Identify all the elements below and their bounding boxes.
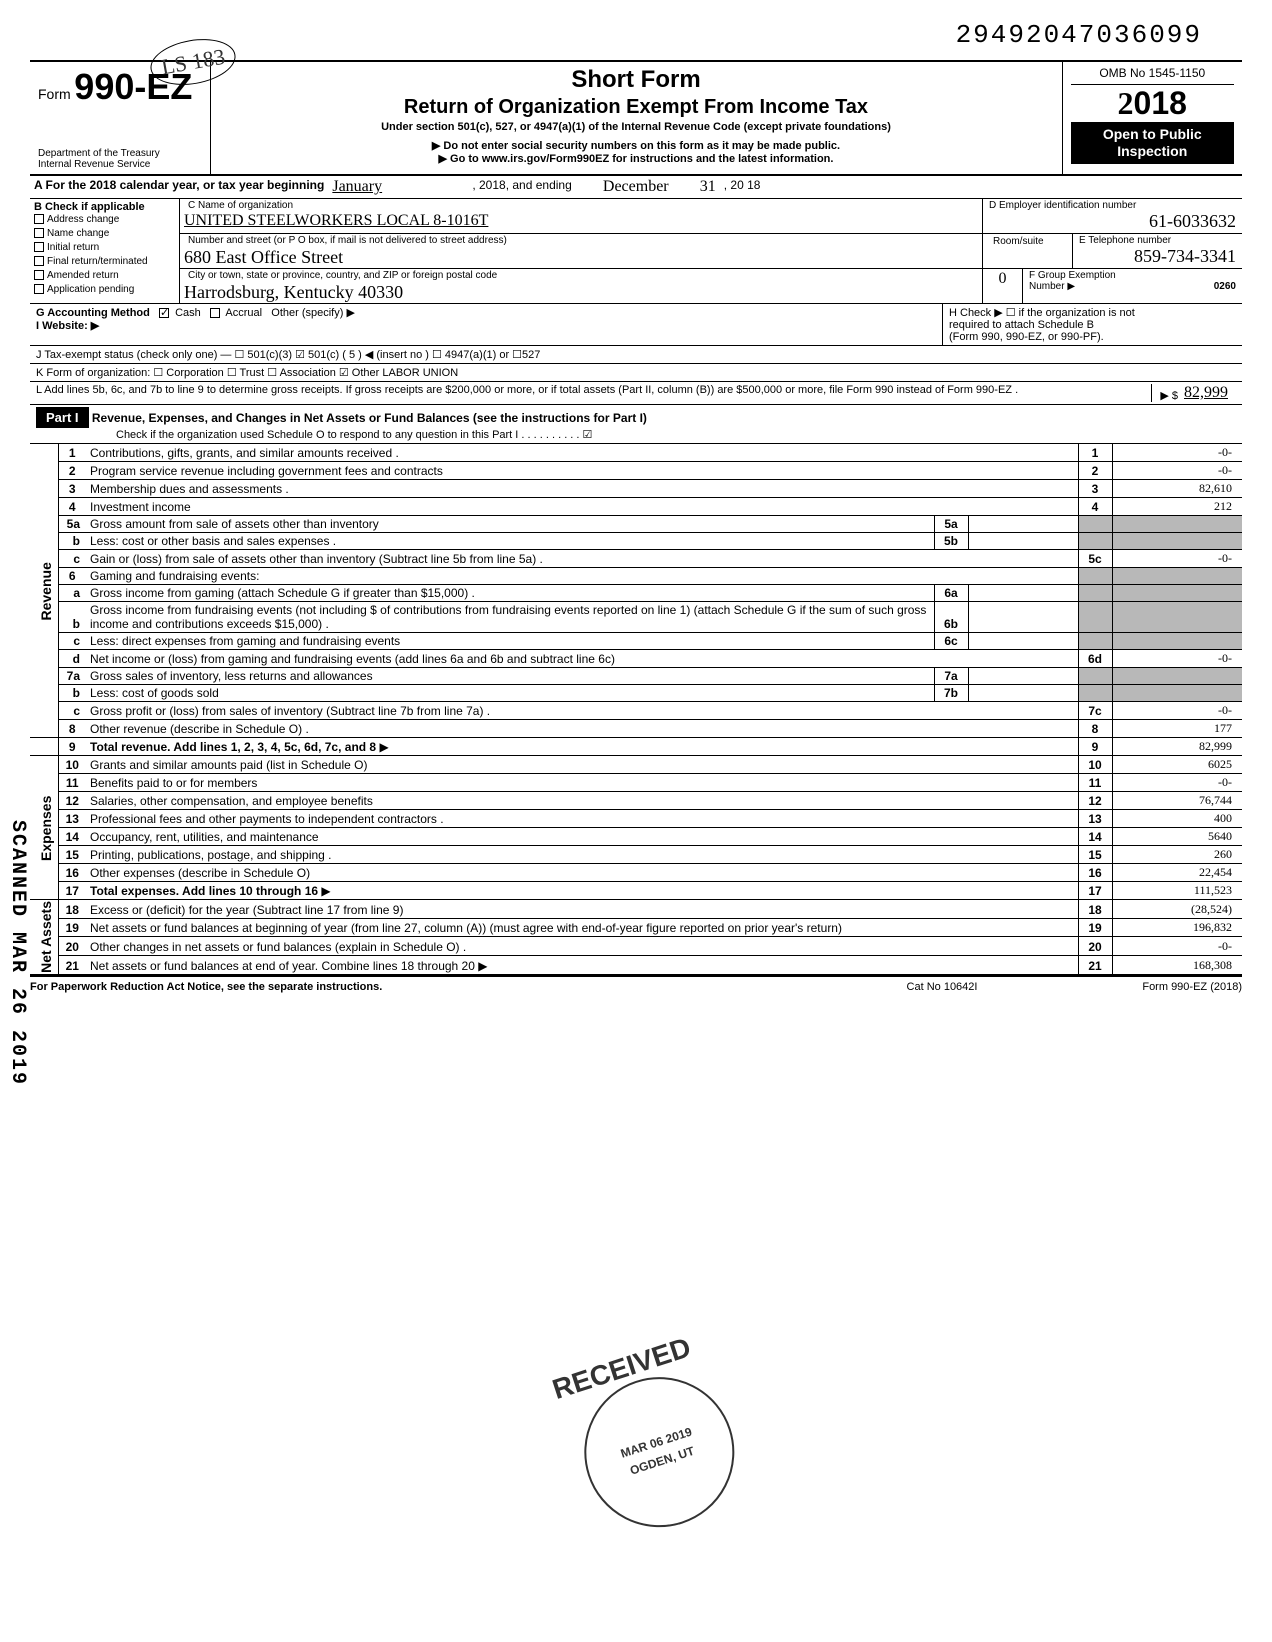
line-20-val[interactable]: -0- bbox=[1112, 937, 1242, 956]
website-label: I Website: ▶ bbox=[36, 320, 99, 332]
row-k-form-org: K Form of organization: ☐ Corporation ☐ … bbox=[30, 364, 1242, 382]
line-8-val[interactable]: 177 bbox=[1112, 720, 1242, 738]
chk-final-return[interactable]: Final return/terminated bbox=[34, 255, 175, 269]
amended-scribble: 0 bbox=[999, 270, 1007, 287]
h-line3: (Form 990, 990-EZ, or 990-PF). bbox=[949, 331, 1236, 343]
open-to-public: Open to PublicInspection bbox=[1071, 122, 1235, 164]
ein-field[interactable]: 61-6033632 bbox=[989, 211, 1236, 232]
tax-year: 2018 bbox=[1071, 85, 1235, 122]
part-i-header: Part I Revenue, Expenses, and Changes in… bbox=[30, 405, 1242, 444]
line-14-val[interactable]: 5640 bbox=[1112, 828, 1242, 846]
received-stamp: RECEIVED MAR 06 2019 OGDEN, UT bbox=[536, 1328, 754, 1552]
group-exemption-field[interactable]: 0260 bbox=[1214, 281, 1236, 292]
dept-treasury: Department of the Treasury Internal Reve… bbox=[38, 148, 202, 170]
chk-accrual[interactable] bbox=[210, 308, 220, 318]
line-12-val[interactable]: 76,744 bbox=[1112, 792, 1242, 810]
street-field[interactable]: 680 East Office Street bbox=[184, 247, 978, 268]
city-label: City or town, state or province, country… bbox=[184, 269, 978, 282]
line-6d-val[interactable]: -0- bbox=[1112, 650, 1242, 668]
expenses-side-label: Expenses bbox=[30, 756, 58, 900]
h-line1: H Check ▶ ☐ if the organization is not bbox=[949, 306, 1236, 319]
revenue-side-label: Revenue bbox=[30, 444, 58, 738]
row-l-gross-receipts: L Add lines 5b, 6c, and 7b to line 9 to … bbox=[30, 382, 1242, 405]
line-1-val[interactable]: -0- bbox=[1112, 444, 1242, 462]
sub-title: Under section 501(c), 527, or 4947(a)(1)… bbox=[219, 121, 1054, 133]
line-10-val[interactable]: 6025 bbox=[1112, 756, 1242, 774]
end-day-field[interactable]: 31 bbox=[696, 176, 720, 198]
part-i-table: Revenue 1Contributions, gifts, grants, a… bbox=[30, 444, 1242, 975]
omb-number: OMB No 1545-1150 bbox=[1071, 66, 1235, 85]
short-form-label: Short Form bbox=[219, 66, 1054, 94]
chk-address-change[interactable]: Address change bbox=[34, 213, 175, 227]
chk-initial-return[interactable]: Initial return bbox=[34, 241, 175, 255]
addr-label: Number and street (or P O box, if mail i… bbox=[184, 234, 978, 247]
main-title: Return of Organization Exempt From Incom… bbox=[219, 96, 1054, 119]
e-label: E Telephone number bbox=[1079, 235, 1236, 246]
goto-link: ▶ Go to www.irs.gov/Form990EZ for instru… bbox=[219, 152, 1054, 165]
form-version: Form 990-EZ (2018) bbox=[1042, 981, 1242, 993]
end-month-field[interactable]: December bbox=[576, 176, 696, 198]
line-18-val[interactable]: (28,524) bbox=[1112, 900, 1242, 919]
line-19-val[interactable]: 196,832 bbox=[1112, 918, 1242, 937]
cat-no: Cat No 10642I bbox=[842, 981, 1042, 993]
d-label: D Employer identification number bbox=[989, 200, 1236, 211]
line-11-val[interactable]: -0- bbox=[1112, 774, 1242, 792]
row-ghi: G Accounting Method Cash Accrual Other (… bbox=[30, 304, 1242, 346]
phone-field[interactable]: 859-734-3341 bbox=[1079, 246, 1236, 267]
scanned-stamp: SCANNED MAR 26 2019 bbox=[6, 820, 29, 1086]
line-13-val[interactable]: 400 bbox=[1112, 810, 1242, 828]
line-16-val[interactable]: 22,454 bbox=[1112, 864, 1242, 882]
org-name-field[interactable]: UNITED STEELWORKERS LOCAL 8-1016T bbox=[184, 212, 978, 230]
line-5c-val[interactable]: -0- bbox=[1112, 550, 1242, 568]
gross-receipts-field[interactable]: 82,999 bbox=[1184, 384, 1228, 402]
c-label: C Name of organization bbox=[184, 199, 978, 212]
f-label: F Group Exemption bbox=[1029, 270, 1236, 281]
line-7c-val[interactable]: -0- bbox=[1112, 702, 1242, 720]
begin-month-field[interactable]: January bbox=[328, 176, 468, 198]
col-b-checkboxes: B Check if applicable Address change Nam… bbox=[30, 199, 180, 303]
chk-cash[interactable] bbox=[159, 308, 169, 318]
ssn-warning: ▶ Do not enter social security numbers o… bbox=[219, 139, 1054, 152]
chk-name-change[interactable]: Name change bbox=[34, 227, 175, 241]
line-2-val[interactable]: -0- bbox=[1112, 462, 1242, 480]
line-17-val[interactable]: 111,523 bbox=[1112, 882, 1242, 900]
line-3-val[interactable]: 82,610 bbox=[1112, 480, 1242, 498]
h-line2: required to attach Schedule B bbox=[949, 319, 1236, 331]
f-number-label: Number ▶ bbox=[1029, 281, 1075, 292]
room-label: Room/suite bbox=[989, 235, 1066, 248]
row-j-tax-status: J Tax-exempt status (check only one) — ☐… bbox=[30, 346, 1242, 364]
line-21-val[interactable]: 168,308 bbox=[1112, 956, 1242, 975]
form-prefix: Form bbox=[38, 86, 71, 102]
city-field[interactable]: Harrodsburg, Kentucky 40330 bbox=[184, 282, 978, 303]
chk-application-pending[interactable]: Application pending bbox=[34, 283, 175, 297]
line-9-val[interactable]: 82,999 bbox=[1112, 738, 1242, 756]
netassets-side-label: Net Assets bbox=[30, 900, 58, 975]
chk-amended-return[interactable]: Amended return bbox=[34, 269, 175, 283]
line-4-val[interactable]: 212 bbox=[1112, 498, 1242, 516]
paperwork-notice: For Paperwork Reduction Act Notice, see … bbox=[30, 981, 842, 993]
row-a-tax-year: A For the 2018 calendar year, or tax yea… bbox=[30, 175, 1242, 198]
line-15-val[interactable]: 260 bbox=[1112, 846, 1242, 864]
page-footer: For Paperwork Reduction Act Notice, see … bbox=[30, 975, 1242, 993]
identity-block: B Check if applicable Address change Nam… bbox=[30, 198, 1242, 304]
